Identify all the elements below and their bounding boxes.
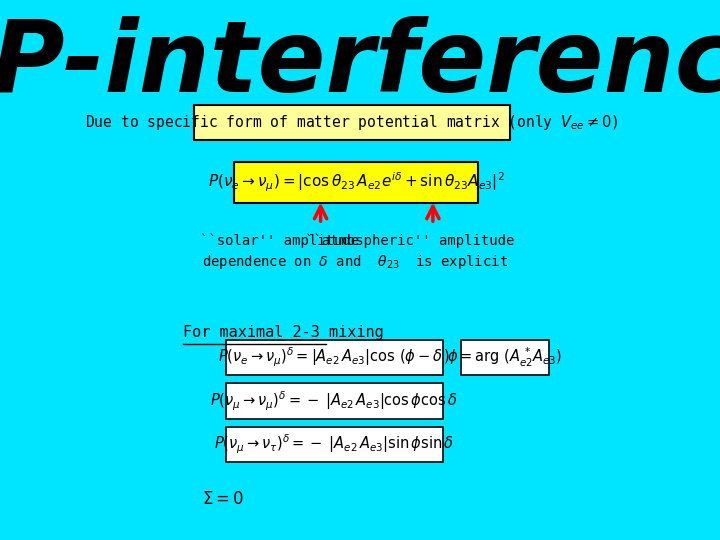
Text: ``atmospheric'' amplitude: ``atmospheric'' amplitude [305,233,514,247]
Text: For maximal 2-3 mixing: For maximal 2-3 mixing [183,325,383,340]
FancyBboxPatch shape [226,383,443,418]
Text: Due to specific form of matter potential matrix (only $V_{ee} \neq 0$): Due to specific form of matter potential… [86,113,619,132]
Text: CP-interference: CP-interference [0,16,720,113]
Text: $P(\nu_{\mu} \rightarrow \nu_{\tau})^{\delta} = -\; |A_{e2}\, A_{e3}|\sin\phi\si: $P(\nu_{\mu} \rightarrow \nu_{\tau})^{\d… [215,433,454,456]
Text: $P(\nu_e \rightarrow \nu_{\mu})^{\delta} =  |A_{e2}\, A_{e3}| \cos\,(\phi - \del: $P(\nu_e \rightarrow \nu_{\mu})^{\delta}… [218,346,451,369]
FancyBboxPatch shape [461,340,549,375]
FancyBboxPatch shape [234,162,478,202]
Text: $\phi = \arg\,(A_{e2}^{\,*} A_{e3})$: $\phi = \arg\,(A_{e2}^{\,*} A_{e3})$ [447,346,562,369]
FancyBboxPatch shape [226,427,443,462]
Text: $P(\nu_e \rightarrow \nu_{\mu}) = |\cos\theta_{23}\, A_{e2} e^{i\delta} + \sin\t: $P(\nu_e \rightarrow \nu_{\mu}) = |\cos\… [207,171,505,194]
FancyBboxPatch shape [226,340,443,375]
Text: $P(\nu_{\mu} \rightarrow \nu_{\mu})^{\delta} = -\; |A_{e2}\, A_{e3}|\cos\phi\cos: $P(\nu_{\mu} \rightarrow \nu_{\mu})^{\de… [210,389,459,413]
Text: ``solar'' amplitude: ``solar'' amplitude [199,233,359,247]
Text: $\Sigma = 0$: $\Sigma = 0$ [202,490,245,509]
Text: dependence on $\delta$ and  $\theta_{23}$  is explicit: dependence on $\delta$ and $\theta_{23}$… [202,253,508,271]
FancyBboxPatch shape [194,105,510,140]
